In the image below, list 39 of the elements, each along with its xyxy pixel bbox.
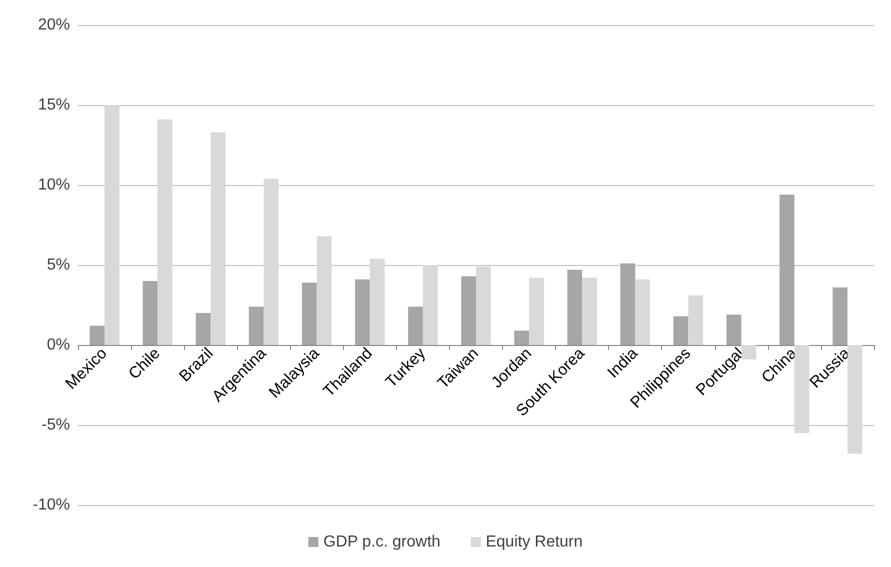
- bar: [794, 345, 810, 433]
- bar: [780, 194, 794, 345]
- bar: [302, 282, 317, 345]
- y-tick-label: -5%: [42, 416, 70, 434]
- bar: [529, 278, 544, 345]
- bar: [847, 345, 862, 454]
- bar: [142, 281, 158, 345]
- y-tick-label: 0%: [46, 336, 70, 354]
- bar: [248, 306, 264, 345]
- bar: [726, 314, 742, 345]
- legend-label: Equity Return: [486, 534, 583, 550]
- bar: [196, 313, 211, 345]
- bar: [741, 345, 756, 360]
- bar: [582, 278, 597, 345]
- y-tick-label: -10%: [32, 496, 70, 514]
- bar: [461, 276, 476, 345]
- bar: [370, 258, 385, 345]
- bar: [104, 105, 120, 345]
- bar: [316, 236, 332, 345]
- legend-label: GDP p.c. growth: [323, 534, 440, 550]
- y-tick-label: 15%: [38, 96, 70, 114]
- bar: [264, 178, 279, 345]
- bar: [90, 326, 105, 345]
- y-tick-label: 20%: [38, 16, 70, 34]
- bar: [514, 330, 530, 345]
- bar: [688, 295, 704, 345]
- bar: [408, 306, 423, 345]
- bar: [635, 279, 650, 345]
- y-tick-label: 5%: [46, 256, 70, 274]
- bar: [673, 316, 688, 345]
- bar: [832, 287, 848, 345]
- bar: [620, 263, 636, 345]
- bar: [567, 270, 582, 345]
- bar: [476, 266, 491, 345]
- bar: [158, 119, 172, 345]
- bar: [355, 279, 370, 345]
- bar: [422, 265, 438, 345]
- bar: [210, 132, 226, 345]
- y-tick-label: 10%: [38, 176, 70, 194]
